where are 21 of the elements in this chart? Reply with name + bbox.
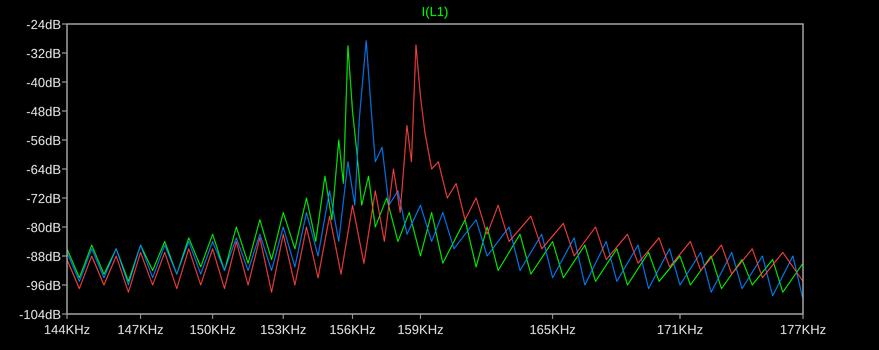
- x-tick-label: 150KHz: [189, 322, 236, 337]
- y-tick-label: -96dB: [26, 278, 61, 293]
- y-tick-label: -48dB: [26, 104, 61, 119]
- x-tick-label: 156KHz: [329, 322, 376, 337]
- y-tick-label: -104dB: [19, 307, 61, 322]
- y-tick-label: -24dB: [26, 17, 61, 32]
- x-tick-label: 171KHz: [656, 322, 704, 337]
- x-tick-label: 153KHz: [260, 322, 306, 337]
- y-tick-label: -80dB: [26, 220, 61, 235]
- y-tick-label: -72dB: [26, 191, 61, 206]
- y-tick-label: -32dB: [26, 46, 61, 61]
- x-tick-label: 177KHz: [780, 322, 826, 337]
- y-tick-label: -88dB: [26, 249, 61, 264]
- text: I(L1): [422, 4, 448, 19]
- x-tick-label: 144KHz: [44, 322, 90, 337]
- x-tick-label: 165KHz: [529, 322, 576, 337]
- y-tick-label: -64dB: [26, 162, 61, 177]
- x-tick-label: 147KHz: [117, 322, 164, 337]
- y-tick-label: -56dB: [26, 133, 61, 148]
- x-tick-label: 159KHz: [397, 322, 444, 337]
- y-tick-label: -40dB: [26, 75, 61, 90]
